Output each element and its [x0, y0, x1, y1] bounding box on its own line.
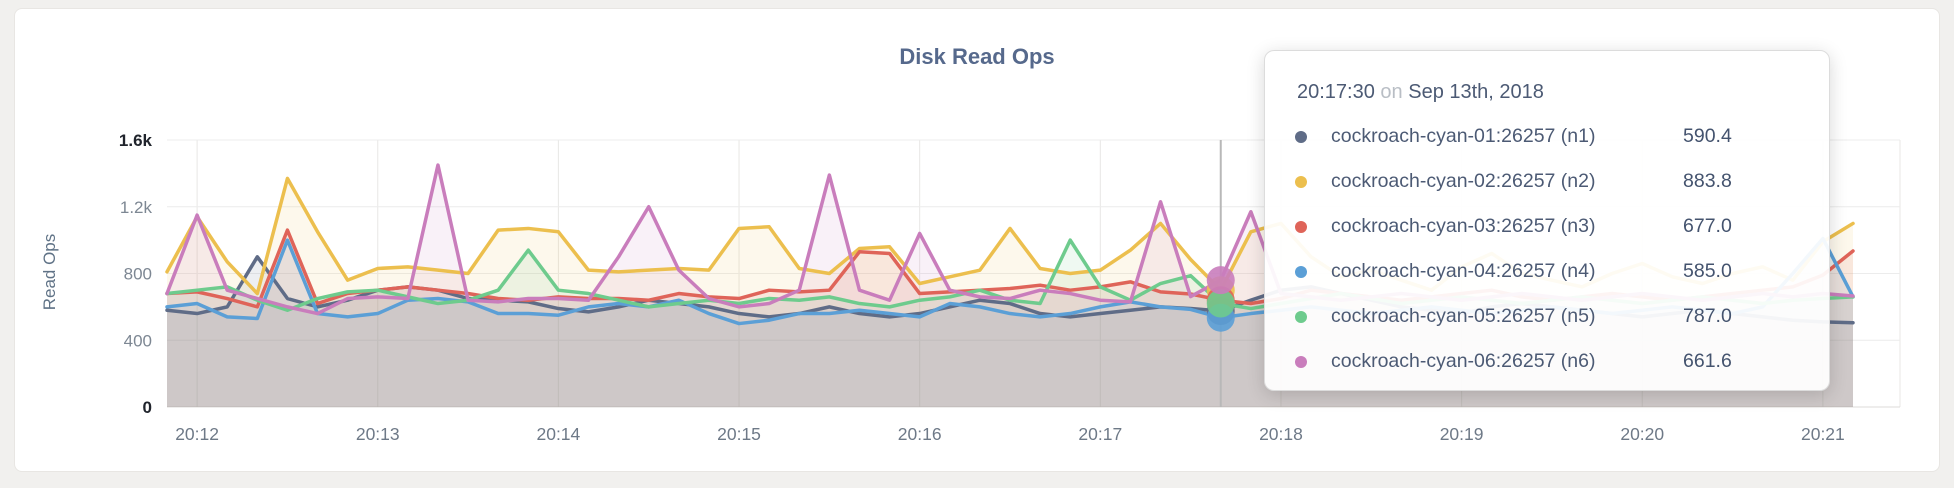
tooltip-series-value: 661.6 [1683, 350, 1732, 372]
tooltip-row: cockroach-cyan-05:26257 (n5) 787.0 [1295, 294, 1803, 339]
hover-tooltip: 20:17:30 on Sep 13th, 2018 cockroach-cya… [1264, 50, 1830, 391]
x-tick-label: 20:21 [1801, 424, 1845, 444]
series-dot-n1-icon [1295, 130, 1307, 143]
x-tick-label: 20:20 [1620, 424, 1664, 444]
tooltip-row: cockroach-cyan-04:26257 (n4) 585.0 [1295, 249, 1803, 294]
y-tick-label: 0 [143, 398, 152, 417]
tooltip-series-name: cockroach-cyan-02:26257 (n2) [1331, 170, 1596, 192]
hover-dot-n5 [1206, 289, 1235, 318]
x-tick-label: 20:18 [1259, 424, 1303, 444]
x-tick-label: 20:13 [356, 424, 400, 444]
tooltip-series-name: cockroach-cyan-03:26257 (n3) [1331, 215, 1596, 237]
x-tick-label: 20:15 [717, 424, 761, 444]
tooltip-series-name: cockroach-cyan-05:26257 (n5) [1331, 305, 1596, 327]
tooltip-series-name: cockroach-cyan-01:26257 (n1) [1331, 125, 1596, 147]
x-tick-label: 20:12 [175, 424, 219, 444]
tooltip-series-value: 883.8 [1683, 170, 1732, 192]
tooltip-series-value: 787.0 [1683, 305, 1732, 327]
y-axis-label: Read Ops [40, 233, 59, 311]
series-dot-n4-icon [1295, 265, 1307, 278]
series-dot-n5-icon [1295, 310, 1307, 323]
tooltip-series-name: cockroach-cyan-04:26257 (n4) [1331, 260, 1596, 282]
tooltip-series-value: 585.0 [1683, 260, 1732, 282]
tooltip-header: 20:17:30 on Sep 13th, 2018 [1297, 79, 1803, 105]
x-tick-label: 20:17 [1078, 424, 1122, 444]
tooltip-date: Sep 13th, 2018 [1408, 81, 1544, 103]
x-tick-label: 20:16 [898, 424, 942, 444]
tooltip-row: cockroach-cyan-02:26257 (n2) 883.8 [1295, 159, 1803, 204]
tooltip-series-name: cockroach-cyan-06:26257 (n6) [1331, 350, 1596, 372]
series-dot-n3-icon [1295, 220, 1307, 233]
y-tick-label: 400 [124, 331, 152, 350]
tooltip-time: 20:17:30 [1297, 81, 1375, 103]
tooltip-series-value: 677.0 [1683, 215, 1732, 237]
tooltip-row: cockroach-cyan-01:26257 (n1) 590.4 [1295, 114, 1803, 159]
x-tick-label: 20:14 [536, 424, 580, 444]
tooltip-row: cockroach-cyan-06:26257 (n6) 661.6 [1295, 339, 1803, 384]
series-dot-n6-icon [1295, 355, 1307, 368]
chart-title: Disk Read Ops [899, 44, 1055, 69]
tooltip-series-value: 590.4 [1683, 125, 1732, 147]
x-tick-label: 20:19 [1440, 424, 1484, 444]
y-tick-label: 800 [124, 265, 152, 284]
y-tick-label: 1.2k [120, 198, 153, 217]
tooltip-row: cockroach-cyan-03:26257 (n3) 677.0 [1295, 204, 1803, 249]
series-dot-n2-icon [1295, 175, 1307, 188]
y-tick-label: 1.6k [119, 131, 153, 150]
hover-dot-n6 [1206, 266, 1235, 295]
tooltip-on-word: on [1380, 81, 1403, 103]
